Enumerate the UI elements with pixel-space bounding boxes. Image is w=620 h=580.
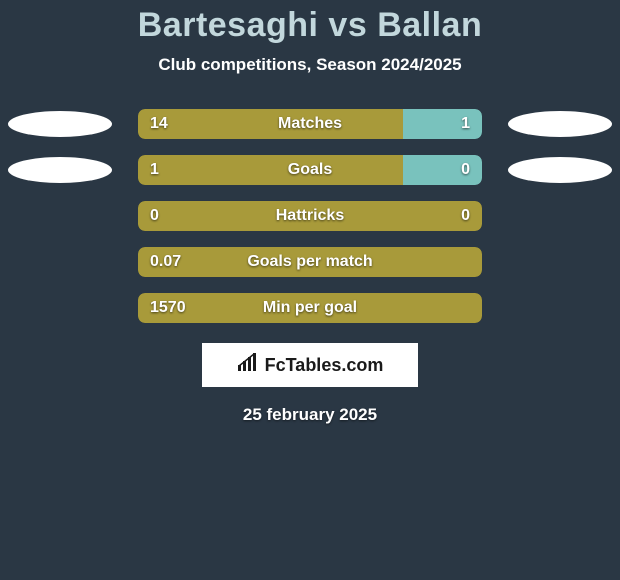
stat-row: Goals per match0.07 (0, 247, 620, 277)
stat-row: Hattricks00 (0, 201, 620, 231)
stat-value-right: 0 (461, 155, 470, 185)
stat-seg-right (403, 109, 482, 139)
stat-value-right: 1 (461, 109, 470, 139)
stat-seg-full (138, 201, 482, 231)
stat-bar: Goals per match0.07 (138, 247, 482, 277)
logo-text: FcTables.com (265, 355, 384, 376)
stat-bar: Min per goal1570 (138, 293, 482, 323)
stat-row: Min per goal1570 (0, 293, 620, 323)
stat-seg-full (138, 293, 482, 323)
stat-value-left: 14 (150, 109, 168, 139)
stat-bar: Matches141 (138, 109, 482, 139)
player-ellipse-right (508, 157, 612, 183)
stat-row: Matches141 (0, 109, 620, 139)
stat-seg-left (138, 109, 403, 139)
player-ellipse-left (8, 157, 112, 183)
stat-row: Goals10 (0, 155, 620, 185)
logo-box: FcTables.com (202, 343, 418, 387)
stat-value-left: 1 (150, 155, 159, 185)
player-ellipse-right (508, 111, 612, 137)
date-text: 25 february 2025 (0, 405, 620, 425)
page-title: Bartesaghi vs Ballan (0, 0, 620, 45)
stat-value-left: 1570 (150, 293, 186, 323)
stat-bar: Goals10 (138, 155, 482, 185)
stat-seg-left (138, 155, 403, 185)
stat-seg-right (403, 155, 482, 185)
stat-seg-full (138, 247, 482, 277)
chart-icon (237, 353, 259, 378)
stat-value-left: 0 (150, 201, 159, 231)
stat-rows: Matches141Goals10Hattricks00Goals per ma… (0, 109, 620, 323)
stat-value-right: 0 (461, 201, 470, 231)
stat-bar: Hattricks00 (138, 201, 482, 231)
subtitle: Club competitions, Season 2024/2025 (0, 55, 620, 75)
stat-value-left: 0.07 (150, 247, 181, 277)
player-ellipse-left (8, 111, 112, 137)
